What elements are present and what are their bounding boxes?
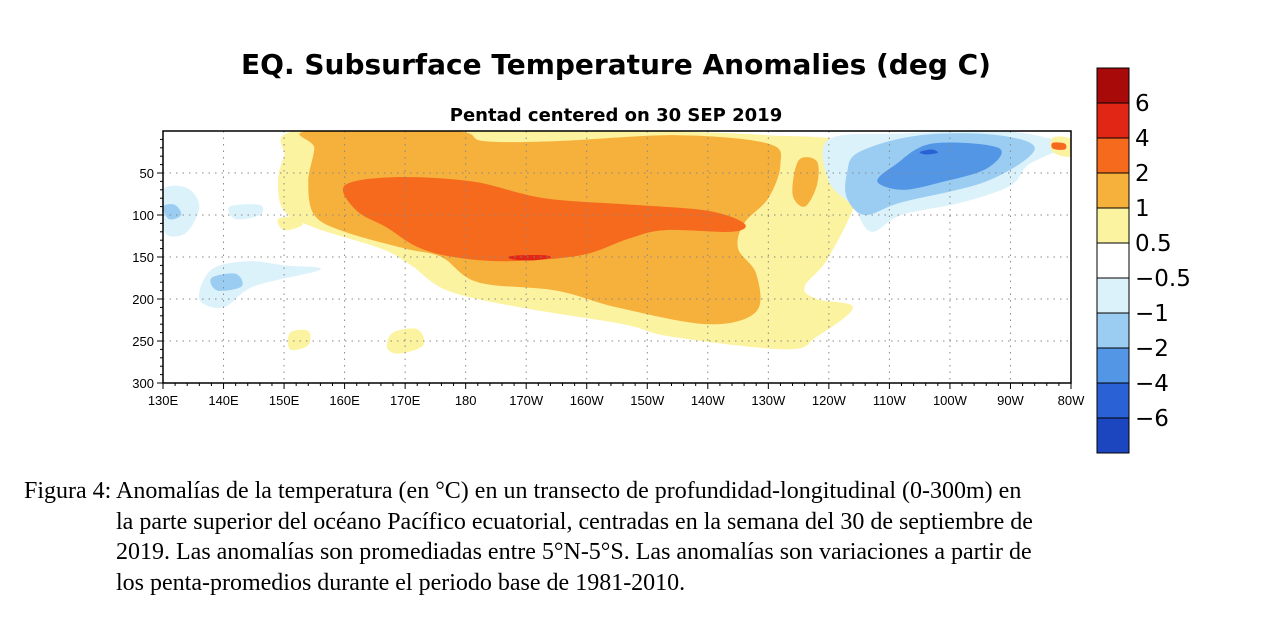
- anomaly-region: [277, 216, 303, 231]
- x-tick-label: 150E: [269, 393, 300, 408]
- anomaly-region: [877, 142, 1002, 190]
- colorbar-swatch: [1096, 242, 1130, 279]
- y-tick-label: 200: [132, 292, 154, 307]
- colorbar: 6 4 2 1 0.5 −0.5 −1 −2 −4 −6: [1096, 67, 1191, 454]
- anomaly-region: [210, 273, 243, 291]
- anomaly-region: [342, 177, 746, 262]
- y-tick-label: 250: [132, 334, 154, 349]
- anomaly-region: [163, 204, 182, 220]
- anomaly-regions: [163, 131, 1071, 354]
- colorbar-label: −0.5: [1135, 266, 1191, 292]
- caption-line-2: la parte superior del océano Pacífico ec…: [116, 508, 1033, 535]
- x-tick-label: 140W: [691, 393, 726, 408]
- y-tick-label: 100: [132, 208, 154, 223]
- colorbar-swatch: [1096, 172, 1130, 209]
- colorbar-label: 4: [1135, 126, 1150, 152]
- anomaly-region: [287, 329, 311, 351]
- colorbar-swatch: [1096, 312, 1130, 349]
- x-tick-label: 130E: [148, 393, 179, 408]
- colorbar-label: −4: [1135, 371, 1169, 397]
- colorbar-label: −2: [1135, 336, 1169, 362]
- caption-line-3: 2019. Las anomalías son promediadas entr…: [116, 539, 1032, 565]
- x-tick-label: 130W: [751, 393, 786, 408]
- chart-subtitle: Pentad centered on 30 SEP 2019: [450, 105, 782, 126]
- colorbar-label: −6: [1135, 406, 1169, 432]
- anomaly-region: [792, 157, 819, 207]
- figure-caption: Figura 4: Anomalías de la temperatura (e…: [24, 476, 1224, 598]
- x-tick-label: 160W: [570, 393, 605, 408]
- caption-line-4: los penta-promedios durante el periodo b…: [116, 569, 686, 596]
- anomaly-region: [386, 328, 425, 354]
- chart: EQ. Subsurface Temperature Anomalies (de…: [132, 48, 1191, 454]
- colorbar-label: 1: [1135, 196, 1150, 222]
- colorbar-label: 6: [1135, 91, 1150, 117]
- colorbar-swatch: [1096, 102, 1130, 139]
- colorbar-swatch: [1096, 67, 1130, 104]
- x-tick-label: 90W: [997, 393, 1024, 408]
- colorbar-swatch: [1096, 137, 1130, 174]
- anomaly-region: [198, 261, 321, 308]
- y-tick-label: 50: [140, 166, 154, 181]
- plot-area: 130E 140E 150E 160E 170E 180 170W 160W 150W 140W 1…: [132, 130, 1085, 408]
- x-tick-label: 150W: [630, 393, 665, 408]
- x-tick-label: 180: [455, 393, 477, 408]
- colorbar-swatch: [1096, 382, 1130, 419]
- colorbar-swatch: [1096, 207, 1130, 244]
- x-tick-label: 120W: [812, 393, 847, 408]
- anomaly-region: [507, 255, 552, 261]
- y-tick-label: 150: [132, 250, 154, 265]
- x-tick-label: 110W: [873, 393, 907, 408]
- colorbar-label: 2: [1135, 161, 1150, 187]
- anomaly-region: [919, 149, 938, 155]
- colorbar-swatch: [1096, 347, 1130, 384]
- colorbar-swatch: [1096, 277, 1130, 314]
- anomaly-region: [163, 185, 200, 237]
- x-tick-label: 140E: [208, 393, 239, 408]
- x-tick-label: 160E: [329, 393, 360, 408]
- colorbar-label: −1: [1135, 301, 1169, 327]
- x-tick-label: 80W: [1058, 393, 1085, 408]
- x-tick-label: 100W: [933, 393, 968, 408]
- x-tick-label: 170W: [509, 393, 544, 408]
- colorbar-label: 0.5: [1135, 231, 1172, 257]
- anomaly-region: [228, 204, 264, 220]
- caption-line-1: Figura 4: Anomalías de la temperatura (e…: [24, 478, 1022, 504]
- y-tick-label: 300: [132, 376, 154, 391]
- x-tick-label: 170E: [390, 393, 421, 408]
- chart-title: EQ. Subsurface Temperature Anomalies (de…: [241, 48, 991, 81]
- anomaly-region: [1051, 142, 1067, 150]
- colorbar-swatch: [1096, 417, 1130, 454]
